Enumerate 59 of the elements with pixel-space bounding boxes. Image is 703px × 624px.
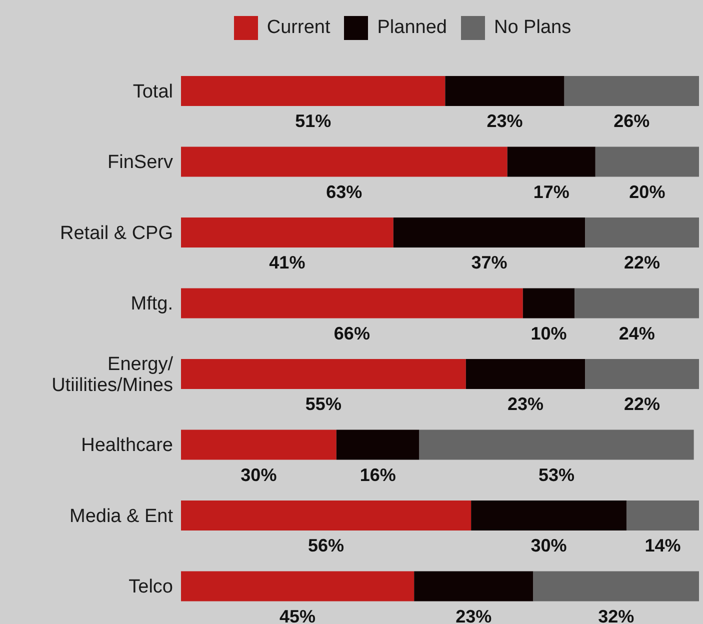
bar: [181, 430, 336, 460]
bar: [626, 500, 699, 530]
data-label: 17%: [533, 182, 570, 202]
data-label: 14%: [644, 536, 681, 556]
bar: [414, 571, 534, 602]
data-label: 30%: [240, 464, 277, 485]
bar: [466, 359, 586, 389]
data-label: 10%: [530, 323, 567, 344]
y-tick-label: Media & Ent: [70, 506, 174, 527]
data-label: 53%: [538, 464, 575, 485]
data-label: 56%: [308, 536, 344, 556]
bar: [181, 288, 523, 318]
legend-label: Current: [266, 16, 330, 40]
data-label: 41%: [269, 252, 306, 272]
bar: [471, 500, 626, 530]
data-label: 55%: [305, 394, 342, 414]
bar: [585, 218, 699, 248]
bar: [181, 359, 466, 389]
bar: [181, 500, 472, 530]
y-tick-label: FinServ: [108, 152, 174, 174]
y-tick-label: Healthcare: [81, 435, 173, 456]
bar: [336, 430, 420, 460]
bar: [445, 76, 564, 106]
bar: [564, 76, 699, 106]
bar: [181, 571, 414, 602]
data-label: 51%: [295, 111, 332, 131]
data-label: 32%: [598, 606, 634, 624]
data-label: 66%: [334, 323, 370, 344]
data-label: 20%: [629, 182, 666, 202]
data-label: 23%: [456, 606, 492, 624]
data-label: 24%: [618, 323, 655, 344]
y-tick-label: Mftg.: [130, 294, 173, 315]
bar: [507, 146, 596, 177]
bar: [522, 288, 575, 318]
y-tick-label: Retail & CPG: [60, 222, 173, 244]
legend-label: Planned: [376, 16, 447, 40]
data-label: 45%: [280, 606, 316, 624]
bar: [181, 146, 508, 177]
bar: [181, 218, 394, 248]
legend-label: No Plans: [492, 16, 572, 40]
y-tick-label: Telco: [128, 576, 173, 598]
data-label: 22%: [624, 394, 660, 414]
data-label: 22%: [624, 252, 660, 272]
y-tick-label: Energy/ Utiilities/Mines: [52, 354, 174, 396]
bar: [181, 76, 446, 106]
bar: [585, 359, 699, 389]
data-label: 63%: [326, 182, 362, 202]
bar: [533, 571, 699, 602]
data-label: 30%: [530, 536, 567, 556]
bar: [393, 218, 586, 248]
data-label: 23%: [486, 111, 523, 131]
bar: [595, 146, 699, 177]
data-label: 37%: [471, 252, 508, 272]
y-tick-label: Total: [132, 81, 173, 102]
bar: [419, 430, 694, 460]
data-label: 16%: [360, 464, 396, 485]
bar: [574, 288, 699, 318]
data-label: 23%: [507, 394, 544, 414]
data-label: 26%: [614, 111, 650, 131]
